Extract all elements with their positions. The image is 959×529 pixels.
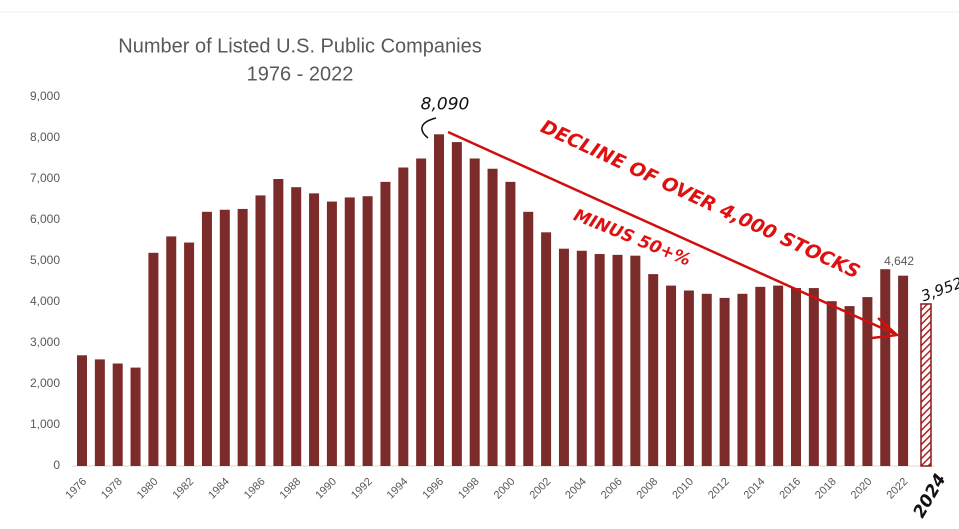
bar [755,286,766,466]
bar [94,359,105,466]
bar [505,181,516,466]
bar [701,293,712,466]
bar [130,367,141,466]
bar [862,297,873,466]
x-tick-label: 2006 [599,476,625,502]
projection-category: 2024 [910,471,951,522]
bar [826,301,837,466]
x-tick-label: 1978 [99,476,125,502]
x-tick-label: 2016 [777,476,803,502]
bar [666,285,677,466]
bar [184,242,195,466]
y-tick-label: 8,000 [30,130,60,144]
bar [273,179,284,466]
bar [201,211,212,466]
x-tick-label: 1996 [420,476,446,502]
projection-bar [920,303,932,467]
bar [523,211,534,466]
bar [773,285,784,466]
bar [683,290,694,466]
bar [594,254,605,466]
y-tick-label: 7,000 [30,171,60,185]
x-tick-label: 1994 [385,476,411,502]
bar [451,142,462,466]
bar [166,236,177,466]
projection-value-label: 3,952 [919,274,959,306]
bar [844,306,855,466]
x-tick-label: 1976 [63,476,89,502]
bar [898,275,909,466]
bar [612,254,623,466]
x-tick-label: 2012 [706,476,732,502]
value-label: 4,642 [884,254,914,268]
bar [558,248,569,466]
x-tick-label: 1998 [456,476,482,502]
bar [77,355,87,466]
x-tick-label: 1992 [349,476,375,502]
bar [148,252,159,466]
x-tick-label: 2014 [742,476,768,502]
x-tick-label: 1986 [242,476,268,502]
bar [326,201,337,467]
y-tick-label: 9,000 [30,89,60,103]
bar [791,288,801,466]
bar [219,209,230,466]
y-tick-label: 1,000 [30,417,60,431]
x-tick-label: 2010 [670,476,696,502]
x-tick-label: 1984 [206,476,232,502]
bar [112,363,123,466]
bar [541,232,552,466]
x-tick-label: 2022 [884,476,910,502]
value-label: 8,090 [421,94,470,114]
chart-title: Number of Listed U.S. Public Companies [118,35,482,57]
bar [362,196,373,466]
decline-arrow-head [871,317,900,340]
x-tick-label: 2000 [492,476,518,502]
bar [880,269,891,466]
chart-subtitle: 1976 - 2022 [247,63,354,85]
bar [416,158,427,466]
bar [648,274,659,466]
bar [344,197,355,466]
bar [737,293,748,466]
bar [576,250,587,466]
bar [237,208,248,466]
x-tick-label: 2018 [813,476,839,502]
x-tick-label: 1980 [135,476,161,502]
bar [434,134,444,466]
x-tick-label: 1990 [313,476,339,502]
bar [808,288,819,466]
decline-arrow [447,130,896,336]
y-tick-label: 0 [53,458,60,472]
x-tick-label: 1988 [278,476,304,502]
bar [255,195,266,466]
bar [380,181,391,466]
bar [719,297,730,466]
bar [398,167,409,466]
y-tick-label: 3,000 [30,335,60,349]
bar [469,158,480,466]
peak-arrow [421,117,437,139]
y-tick-label: 4,000 [30,294,60,308]
x-tick-label: 2008 [635,476,661,502]
bar [291,187,302,466]
y-tick-label: 6,000 [30,212,60,226]
y-tick-label: 2,000 [30,376,60,390]
x-tick-label: 2002 [527,476,553,502]
y-tick-label: 5,000 [30,253,60,267]
x-tick-label: 1982 [170,476,196,502]
bar [487,168,498,466]
bar [309,193,320,466]
x-tick-label: 2020 [849,476,875,502]
x-tick-label: 2004 [563,476,589,502]
bar [630,255,641,466]
